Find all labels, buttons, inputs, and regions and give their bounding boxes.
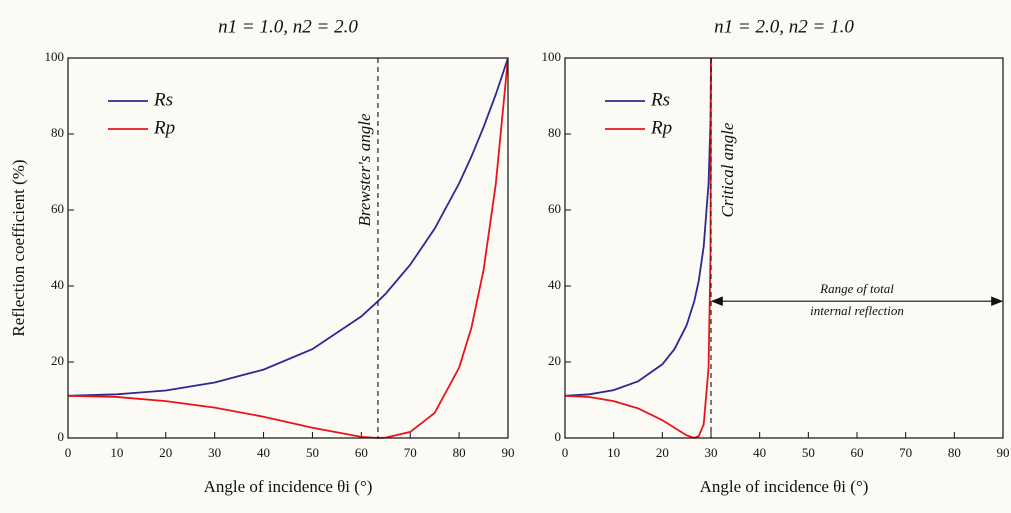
x-axis-label: Angle of incidence θi (°) (700, 477, 869, 496)
x-tick-label: 40 (257, 445, 270, 460)
x-tick-label: 90 (502, 445, 515, 460)
x-tick-label: 70 (899, 445, 912, 460)
legend-label: Rp (153, 117, 175, 138)
x-tick-label: 0 (562, 445, 569, 460)
series-line (68, 57, 508, 439)
plot-frame (564, 57, 1004, 439)
x-tick-label: 50 (802, 445, 815, 460)
y-tick-label: 0 (58, 429, 65, 444)
x-tick-label: 80 (453, 445, 466, 460)
x-tick-label: 20 (656, 445, 669, 460)
y-tick-label: 40 (548, 277, 561, 292)
y-tick-label: 100 (542, 49, 562, 64)
series-line (565, 57, 712, 397)
x-tick-label: 70 (404, 445, 417, 460)
x-tick-label: 50 (306, 445, 319, 460)
y-tick-label: 20 (548, 353, 561, 368)
y-tick-label: 60 (548, 201, 561, 216)
x-tick-label: 40 (753, 445, 766, 460)
chart-title: n1 = 2.0, n2 = 1.0 (714, 16, 854, 37)
y-tick-label: 60 (51, 201, 64, 216)
x-tick-label: 20 (159, 445, 172, 460)
x-tick-label: 0 (65, 445, 72, 460)
annotation-text: Brewster's angle (355, 113, 374, 226)
x-tick-label: 10 (607, 445, 620, 460)
x-tick-label: 60 (851, 445, 864, 460)
legend-label: Rs (153, 89, 173, 110)
y-tick-label: 100 (45, 49, 65, 64)
x-axis-label: Angle of incidence θi (°) (204, 477, 373, 496)
range-text: internal reflection (810, 303, 904, 318)
legend-label: Rs (650, 89, 670, 110)
y-tick-label: 80 (51, 125, 64, 140)
y-tick-label: 80 (548, 125, 561, 140)
x-tick-label: 60 (355, 445, 368, 460)
plot-frame (67, 57, 509, 439)
y-axis-label: Reflection coefficient (%) (9, 159, 28, 336)
x-tick-label: 10 (110, 445, 123, 460)
x-tick-label: 90 (997, 445, 1010, 460)
y-tick-label: 40 (51, 277, 64, 292)
chart-title: n1 = 1.0, n2 = 2.0 (218, 16, 358, 37)
y-tick-label: 20 (51, 353, 64, 368)
series-line (68, 57, 508, 397)
x-tick-label: 30 (208, 445, 221, 460)
x-tick-label: 80 (948, 445, 961, 460)
y-tick-label: 0 (555, 429, 562, 444)
range-text: Range of total (819, 281, 894, 296)
x-tick-label: 30 (705, 445, 718, 460)
legend-label: Rp (650, 117, 672, 138)
annotation-text: Critical angle (718, 122, 737, 217)
series-line (565, 57, 712, 439)
